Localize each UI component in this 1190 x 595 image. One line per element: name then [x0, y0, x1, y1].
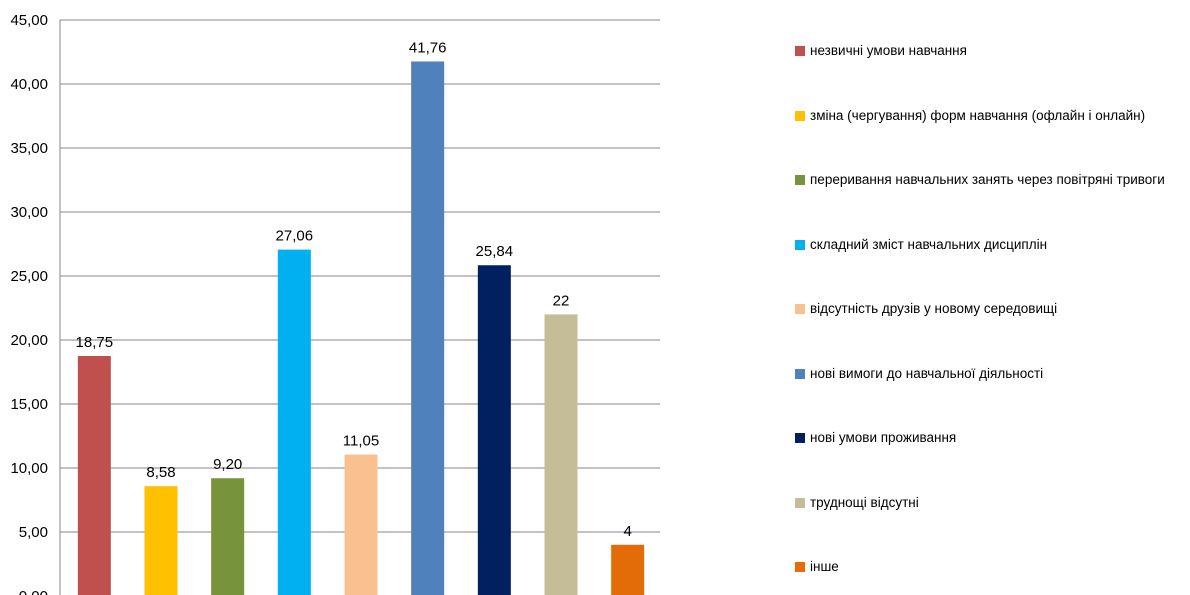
legend-swatch [795, 239, 805, 250]
bar [544, 314, 578, 595]
legend-item: інше [795, 558, 1190, 576]
y-tick-label: 40,00 [10, 76, 48, 93]
bar-value-label: 8,58 [146, 464, 175, 481]
legend-label: нові умови проживання [810, 430, 957, 445]
bar-value-label: 18,75 [76, 334, 114, 351]
bar-value-label: 4 [623, 523, 631, 540]
y-tick-label: 30,00 [10, 204, 48, 221]
bar-value-label: 22 [553, 292, 570, 309]
bar-chart: 0,00 5,00 10,00 15,00 20,00 25,00 30,00 35,00 40… [10, 12, 660, 595]
legend-item: переривання навчальних занять через пові… [795, 171, 1190, 189]
y-tick-label: 0,00 [19, 588, 48, 595]
bar-value-label: 9,20 [213, 456, 242, 473]
y-tick-label: 25,00 [10, 268, 48, 285]
legend-swatch [795, 497, 805, 508]
bar-value-label: 11,05 [343, 433, 379, 450]
y-tick-label: 20,00 [10, 332, 48, 349]
bar-value-label: 27,06 [276, 228, 314, 245]
legend-label: переривання навчальних занять через пові… [810, 172, 1165, 187]
legend-label: складний зміст навчальних дисциплін [810, 236, 1048, 252]
data-labels: 18,75 8,58 9,20 27,06 11,05 41,76 25,84 22 4 [76, 39, 632, 539]
legend-swatch [795, 304, 805, 314]
legend-item: нові умови проживання [795, 429, 1190, 447]
legend-label: інше [810, 559, 839, 574]
y-tick-label: 15,00 [10, 396, 48, 413]
y-tick-label: 5,00 [19, 524, 48, 541]
legend-swatch [795, 562, 805, 572]
legend-item: відсутність друзів у новому середовищі [795, 300, 1190, 318]
legend-label: незвичні умови навчання [810, 43, 967, 58]
bar-value-label: 41,76 [409, 39, 447, 56]
bar [77, 356, 111, 595]
legend-item: незвичні умови навчання [795, 42, 1190, 60]
y-tick-label: 45,00 [10, 12, 48, 29]
bar [411, 61, 445, 595]
y-axis-tick-labels: 0,00 5,00 10,00 15,00 20,00 25,00 30,00 35,00 40… [10, 12, 48, 595]
legend-item: зміна (чергування) форм навчання (офлайн… [795, 107, 1190, 125]
legend-swatch [795, 368, 805, 379]
legend-swatch [795, 46, 805, 56]
bar [477, 265, 511, 595]
y-tick-label: 10,00 [10, 460, 48, 477]
bar [344, 454, 378, 595]
bar-value-label: 25,84 [476, 243, 514, 260]
legend-label: труднощі відсутні [810, 494, 919, 510]
legend-swatch [795, 110, 805, 121]
bar [611, 544, 645, 595]
legend-swatch [795, 175, 805, 185]
legend-label: нові вимоги до навчальної діяльності [810, 365, 1044, 381]
gridlines [60, 19, 660, 533]
bar [211, 478, 245, 595]
legend-swatch [795, 433, 805, 443]
legend-label: зміна (чергування) форм навчання (офлайн… [810, 107, 1146, 123]
bar [277, 249, 311, 595]
legend-item: нові вимоги до навчальної діяльності [795, 365, 1190, 383]
bar [144, 486, 178, 595]
bars [77, 61, 645, 595]
legend-label: відсутність друзів у новому середовищі [810, 301, 1058, 316]
legend-item: складний зміст навчальних дисциплін [795, 236, 1190, 254]
y-tick-label: 35,00 [10, 140, 48, 157]
legend-item: труднощі відсутні [795, 494, 1190, 512]
